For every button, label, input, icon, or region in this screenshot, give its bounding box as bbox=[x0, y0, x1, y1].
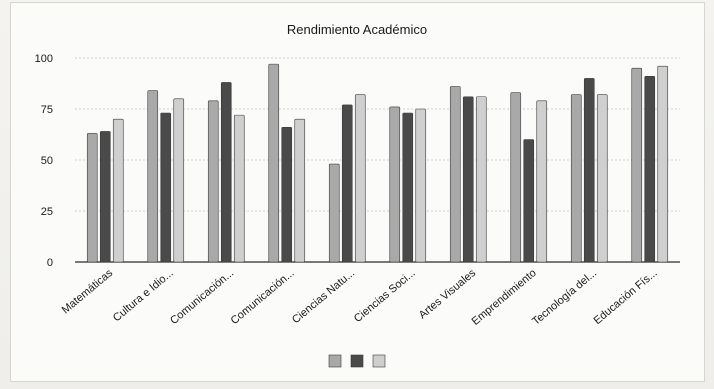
legend bbox=[328, 354, 386, 368]
x-tick-label: Educación Fís... bbox=[592, 267, 660, 327]
bar bbox=[536, 100, 548, 263]
bar bbox=[596, 94, 608, 263]
x-tick-label: Cultura e Idio... bbox=[111, 267, 176, 324]
bar bbox=[475, 96, 487, 263]
bar bbox=[268, 63, 280, 263]
bar bbox=[328, 163, 340, 263]
bar bbox=[389, 106, 401, 263]
x-tick-label: Matemáticas bbox=[60, 267, 116, 317]
x-tick-label: Artes Visuales bbox=[417, 267, 479, 322]
bar bbox=[341, 104, 353, 263]
x-tick-label: Emprendimiento bbox=[470, 267, 539, 328]
x-tick-label: Comunicación... bbox=[168, 267, 236, 327]
bar bbox=[449, 86, 461, 263]
bar bbox=[354, 94, 366, 263]
bar bbox=[583, 78, 595, 263]
legend-swatch bbox=[328, 354, 342, 368]
bar bbox=[207, 100, 219, 263]
bar bbox=[523, 139, 535, 263]
y-tick-label: 25 bbox=[41, 206, 53, 218]
bar bbox=[112, 118, 124, 263]
bar bbox=[570, 94, 582, 263]
bar bbox=[657, 65, 669, 263]
bar bbox=[281, 127, 293, 263]
bars bbox=[86, 63, 669, 263]
bar bbox=[233, 114, 245, 263]
bar bbox=[160, 112, 172, 263]
bar bbox=[631, 67, 643, 263]
bar bbox=[220, 82, 232, 263]
bar bbox=[644, 76, 656, 263]
bar bbox=[402, 112, 414, 263]
x-tick-label: Ciencias Soci... bbox=[352, 267, 418, 325]
x-tick-label: Tecnología del... bbox=[530, 267, 599, 328]
y-tick-label: 100 bbox=[35, 53, 53, 65]
legend-swatch bbox=[350, 354, 364, 368]
bar bbox=[462, 96, 474, 263]
y-tick-label: 0 bbox=[47, 257, 53, 269]
bar bbox=[147, 90, 159, 263]
chart-title: Rendimiento Académico bbox=[287, 22, 427, 37]
bar bbox=[510, 92, 522, 263]
x-tick-label: Comunicación... bbox=[229, 267, 297, 327]
legend-swatch bbox=[372, 354, 386, 368]
y-axis: 0 25 50 75 100 bbox=[35, 53, 53, 269]
bar bbox=[173, 98, 185, 263]
bar bbox=[415, 108, 427, 263]
bar bbox=[99, 131, 111, 263]
y-tick-label: 50 bbox=[41, 155, 53, 167]
bar bbox=[294, 118, 306, 263]
x-tick-label: Ciencias Natu... bbox=[290, 267, 357, 326]
bar bbox=[86, 133, 98, 263]
y-tick-label: 75 bbox=[41, 104, 53, 116]
